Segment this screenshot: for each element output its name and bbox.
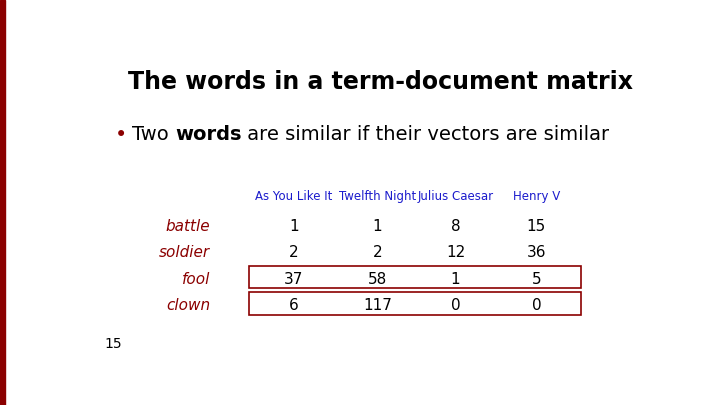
Text: 2: 2 — [289, 245, 299, 260]
Text: Two: Two — [132, 125, 175, 144]
Text: Henry V: Henry V — [513, 190, 560, 203]
Text: Twelfth Night: Twelfth Night — [338, 190, 416, 203]
Text: •: • — [114, 125, 127, 145]
Text: 36: 36 — [526, 245, 546, 260]
Text: 15: 15 — [527, 219, 546, 234]
Text: 5: 5 — [531, 272, 541, 287]
Bar — [249, 266, 581, 288]
Text: 117: 117 — [363, 298, 392, 313]
Text: 6: 6 — [289, 298, 299, 313]
Text: 15: 15 — [104, 337, 122, 351]
Text: The words in a term-document matrix: The words in a term-document matrix — [127, 70, 633, 94]
Text: 37: 37 — [284, 272, 303, 287]
Text: 0: 0 — [451, 298, 460, 313]
Bar — [249, 292, 581, 315]
Text: 8: 8 — [451, 219, 460, 234]
Text: fool: fool — [181, 272, 210, 287]
Text: 0: 0 — [531, 298, 541, 313]
Text: battle: battle — [166, 219, 210, 234]
Text: words: words — [175, 125, 241, 144]
Text: 1: 1 — [451, 272, 460, 287]
Text: 12: 12 — [446, 245, 465, 260]
Text: are similar if their vectors are similar: are similar if their vectors are similar — [241, 125, 609, 144]
Text: As You Like It: As You Like It — [255, 190, 333, 203]
Text: 1: 1 — [372, 219, 382, 234]
Text: clown: clown — [166, 298, 210, 313]
Text: 58: 58 — [368, 272, 387, 287]
Text: soldier: soldier — [159, 245, 210, 260]
Text: 1: 1 — [289, 219, 299, 234]
Text: Julius Caesar: Julius Caesar — [418, 190, 493, 203]
Text: 2: 2 — [372, 245, 382, 260]
